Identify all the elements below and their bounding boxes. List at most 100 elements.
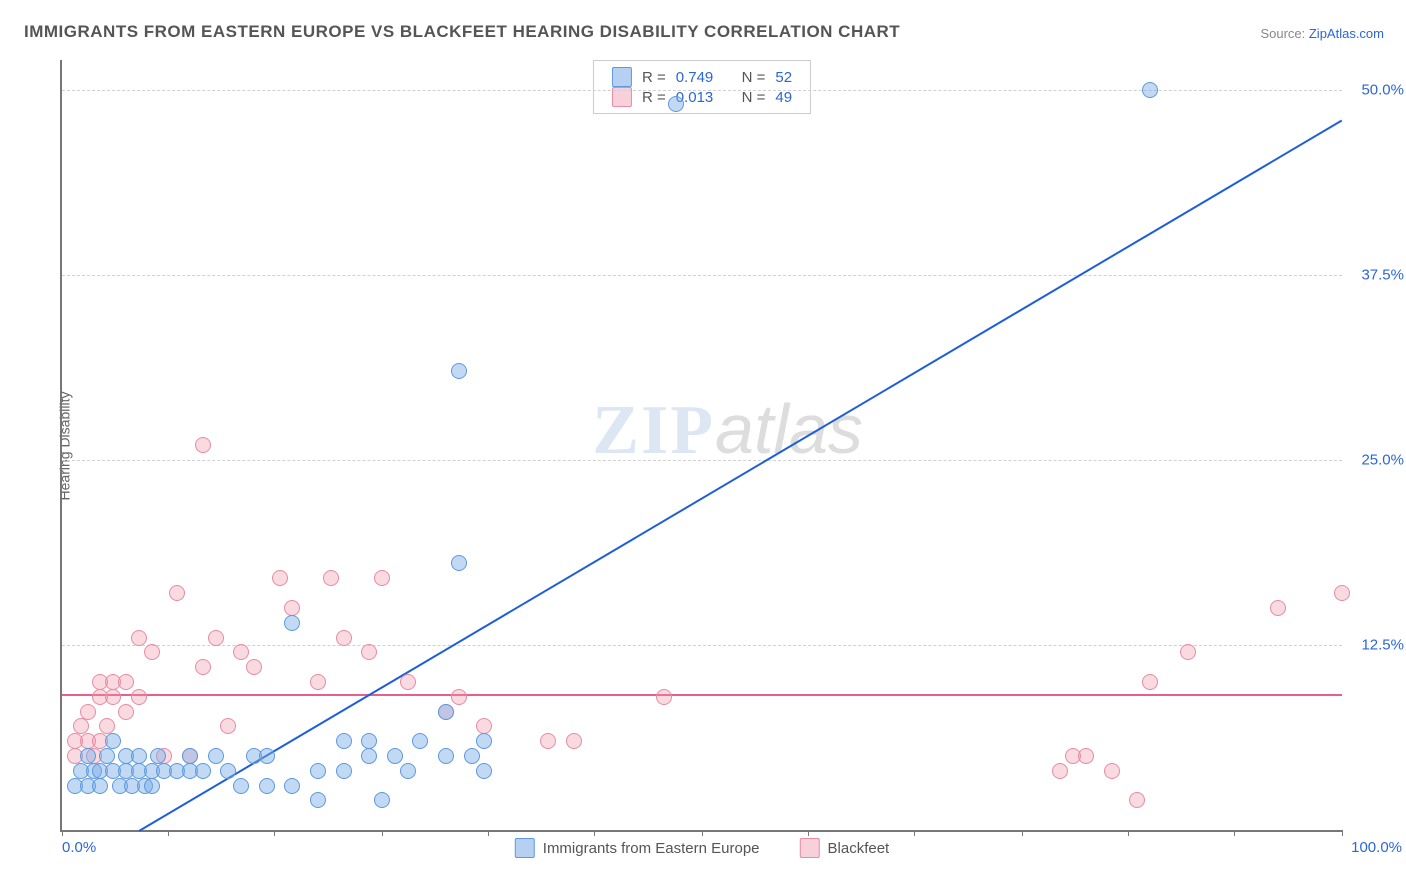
data-point-blue — [361, 748, 377, 764]
data-point-blue — [99, 748, 115, 764]
data-point-pink — [131, 630, 147, 646]
data-point-blue — [476, 733, 492, 749]
data-point-pink — [105, 689, 121, 705]
y-tick-label: 25.0% — [1361, 451, 1404, 468]
plot-area: ZIPatlas R = 0.749 N = 52 R = 0.013 N = … — [60, 60, 1342, 832]
data-point-pink — [99, 718, 115, 734]
series-legend: Immigrants from Eastern Europe Blackfeet — [515, 838, 889, 858]
x-tick-mark — [1128, 830, 1129, 836]
data-point-blue — [400, 763, 416, 779]
y-tick-label: 50.0% — [1361, 81, 1404, 98]
data-point-pink — [476, 718, 492, 734]
data-point-blue — [195, 763, 211, 779]
x-tick-mark — [168, 830, 169, 836]
data-point-blue — [182, 748, 198, 764]
trendline-blue — [138, 119, 1342, 831]
data-point-blue — [387, 748, 403, 764]
x-tick-mark — [274, 830, 275, 836]
data-point-blue — [105, 733, 121, 749]
data-point-pink — [208, 630, 224, 646]
chart-title: IMMIGRANTS FROM EASTERN EUROPE VS BLACKF… — [24, 22, 900, 42]
x-tick-mark — [62, 830, 63, 836]
source-prefix: Source: — [1260, 26, 1308, 41]
trendline-pink — [62, 694, 1342, 696]
x-tick-mark — [1022, 830, 1023, 836]
x-tick-mark — [808, 830, 809, 836]
watermark: ZIPatlas — [592, 389, 863, 471]
x-tick-mark — [1342, 830, 1343, 836]
legend-item-blue: Immigrants from Eastern Europe — [515, 838, 760, 858]
data-point-pink — [400, 674, 416, 690]
data-point-blue — [336, 733, 352, 749]
data-point-blue — [144, 778, 160, 794]
data-point-pink — [144, 644, 160, 660]
data-point-pink — [566, 733, 582, 749]
source-link[interactable]: ZipAtlas.com — [1309, 26, 1384, 41]
data-point-pink — [1334, 585, 1350, 601]
swatch-blue — [515, 838, 535, 858]
x-tick-mark — [594, 830, 595, 836]
data-point-pink — [233, 644, 249, 660]
swatch-blue — [612, 67, 632, 87]
data-point-blue — [668, 96, 684, 112]
x-tick-mark — [488, 830, 489, 836]
x-tick-mark — [382, 830, 383, 836]
data-point-blue — [412, 733, 428, 749]
x-tick-min: 0.0% — [62, 839, 96, 856]
data-point-blue — [438, 748, 454, 764]
data-point-pink — [272, 570, 288, 586]
data-point-pink — [1078, 748, 1094, 764]
x-tick-mark — [1234, 830, 1235, 836]
data-point-blue — [220, 763, 236, 779]
data-point-blue — [1142, 82, 1158, 98]
data-point-blue — [336, 763, 352, 779]
legend-item-pink: Blackfeet — [800, 838, 890, 858]
data-point-blue — [310, 763, 326, 779]
data-point-pink — [195, 659, 211, 675]
data-point-pink — [246, 659, 262, 675]
data-point-pink — [1052, 763, 1068, 779]
legend-label-blue: Immigrants from Eastern Europe — [543, 840, 760, 857]
r-value-blue: 0.749 — [676, 69, 714, 86]
data-point-blue — [150, 748, 166, 764]
n-value-pink: 49 — [775, 89, 792, 106]
data-point-pink — [451, 689, 467, 705]
data-point-blue — [464, 748, 480, 764]
data-point-blue — [374, 792, 390, 808]
data-point-blue — [476, 763, 492, 779]
gridline — [62, 645, 1342, 646]
y-tick-label: 12.5% — [1361, 636, 1404, 653]
data-point-blue — [451, 363, 467, 379]
data-point-pink — [310, 674, 326, 690]
n-label: N = — [742, 89, 766, 106]
data-point-pink — [374, 570, 390, 586]
data-point-pink — [169, 585, 185, 601]
data-point-pink — [80, 704, 96, 720]
x-tick-max: 100.0% — [1351, 839, 1402, 856]
n-label: N = — [742, 69, 766, 86]
data-point-pink — [336, 630, 352, 646]
data-point-pink — [323, 570, 339, 586]
data-point-blue — [208, 748, 224, 764]
data-point-pink — [284, 600, 300, 616]
legend-row-blue: R = 0.749 N = 52 — [612, 67, 792, 87]
source-attribution: Source: ZipAtlas.com — [1260, 26, 1384, 41]
data-point-blue — [310, 792, 326, 808]
watermark-atlas: atlas — [715, 390, 863, 468]
data-point-pink — [1142, 674, 1158, 690]
data-point-pink — [656, 689, 672, 705]
data-point-pink — [1129, 792, 1145, 808]
data-point-blue — [284, 615, 300, 631]
swatch-pink — [800, 838, 820, 858]
y-tick-label: 37.5% — [1361, 266, 1404, 283]
data-point-blue — [259, 748, 275, 764]
data-point-pink — [131, 689, 147, 705]
watermark-zip: ZIP — [592, 392, 715, 469]
n-value-blue: 52 — [775, 69, 792, 86]
data-point-pink — [73, 718, 89, 734]
data-point-blue — [438, 704, 454, 720]
data-point-blue — [131, 748, 147, 764]
data-point-pink — [220, 718, 236, 734]
gridline — [62, 275, 1342, 276]
gridline — [62, 460, 1342, 461]
